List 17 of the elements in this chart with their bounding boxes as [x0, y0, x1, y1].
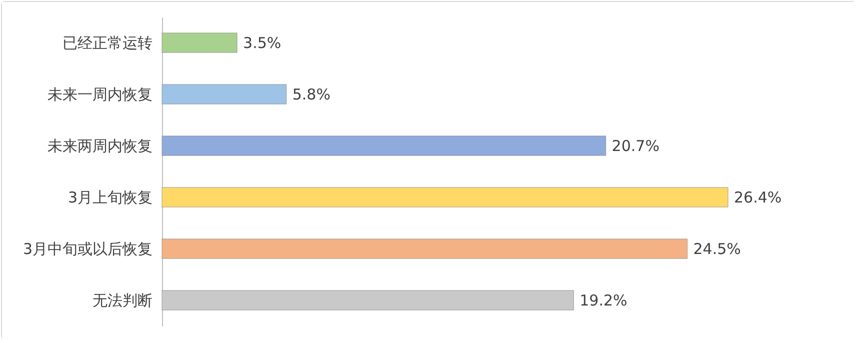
y-tick-label: 未来两周内恢复: [48, 136, 152, 155]
data-label: 19.2%: [580, 291, 628, 310]
y-tick-label: 3月中旬或以后恢复: [22, 240, 152, 258]
data-label: 26.4%: [734, 188, 782, 206]
y-tick-label: 已经正常运转: [62, 34, 152, 52]
data-label: 5.8%: [292, 85, 330, 104]
y-tick-label: 无法判断: [92, 291, 152, 310]
y-tick-label: 未来一周内恢复: [48, 85, 152, 104]
bar: [162, 238, 688, 259]
data-label: 24.5%: [693, 240, 741, 258]
y-tick-label: 3月上旬恢复: [68, 188, 152, 206]
data-label: 20.7%: [612, 136, 660, 155]
bar: [162, 32, 238, 53]
bar: [162, 136, 606, 156]
bar: [162, 84, 287, 104]
data-label: 3.5%: [243, 34, 282, 52]
bar: [162, 187, 728, 208]
